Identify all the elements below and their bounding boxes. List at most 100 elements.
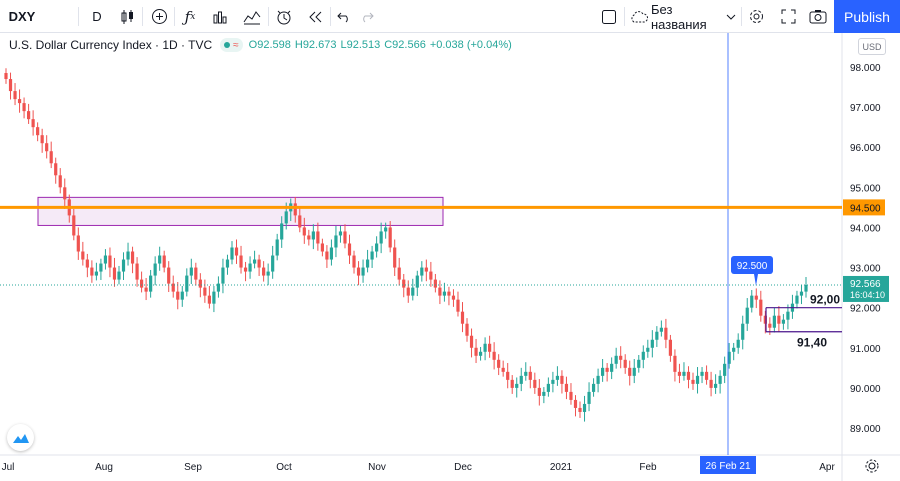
- candle-body: [130, 251, 135, 264]
- time-tick-label: Apr: [819, 462, 835, 473]
- candle-body: [804, 284, 808, 292]
- candle-body: [8, 79, 13, 92]
- time-tick-label: Jul: [2, 462, 15, 473]
- candle-body: [777, 315, 781, 324]
- candle-body: [768, 323, 772, 328]
- price-tick-label: 92.000: [850, 304, 881, 315]
- toolbar-divider: [142, 7, 143, 26]
- candle-body: [772, 315, 776, 328]
- candle-body: [126, 251, 130, 260]
- alert-chart-icon[interactable]: [240, 0, 264, 33]
- time-axis[interactable]: Jul Aug Sep Oct Nov Dec 2021 Feb Apr: [2, 462, 836, 473]
- candle-body: [352, 255, 356, 268]
- compare-add-icon[interactable]: [147, 0, 171, 33]
- candle-body: [668, 339, 673, 356]
- candle-body: [167, 267, 171, 284]
- chart-settings-icon[interactable]: [865, 459, 879, 473]
- candle-body: [420, 267, 424, 276]
- candle-body: [474, 347, 478, 356]
- candle-body: [723, 363, 727, 376]
- candle-body: [26, 111, 31, 120]
- candle-body: [704, 371, 709, 380]
- candle-body: [85, 259, 89, 268]
- candle-body: [266, 271, 270, 276]
- candle-body: [334, 235, 338, 248]
- candles-series[interactable]: [4, 68, 808, 422]
- symbol-title[interactable]: U.S. Dollar Currency Index · 1D · TVC: [9, 38, 213, 52]
- candle-body: [402, 279, 406, 288]
- candle-body: [63, 187, 67, 200]
- candle-body: [691, 379, 695, 384]
- candle-body: [569, 391, 573, 400]
- candle-body: [614, 355, 618, 364]
- candle-body: [176, 291, 180, 300]
- price-marker[interactable]: 92.500: [731, 256, 773, 286]
- gear-icon[interactable]: [744, 0, 768, 33]
- candles-icon[interactable]: [115, 0, 139, 33]
- redo-icon[interactable]: [356, 0, 378, 33]
- symbol-search[interactable]: DXY: [8, 9, 36, 24]
- price-tick-label: 95.000: [850, 183, 881, 194]
- status-dot-icon: [224, 42, 231, 48]
- tradingview-logo-icon[interactable]: [7, 424, 34, 451]
- candle-body: [307, 235, 311, 240]
- publish-button[interactable]: Publish: [834, 0, 900, 33]
- templates-icon[interactable]: [208, 0, 232, 33]
- layout-name[interactable]: Без названия: [651, 1, 707, 32]
- price-tick-label: 90.000: [850, 384, 881, 395]
- candle-body: [591, 383, 596, 392]
- candle-body: [795, 295, 799, 304]
- candle-body: [478, 351, 483, 356]
- level-label-92: 92,00: [810, 293, 840, 307]
- alarm-clock-icon[interactable]: [272, 0, 296, 33]
- candle-body: [325, 251, 329, 260]
- fullscreen-icon[interactable]: [776, 0, 800, 33]
- price-axis[interactable]: 98.000 97.000 96.000 95.000 94.000 93.000 92.0…: [850, 63, 881, 435]
- candle-body: [329, 247, 334, 260]
- time-tick-label: Dec: [454, 462, 472, 473]
- currency-button[interactable]: USD: [858, 38, 886, 55]
- candle-body: [632, 367, 636, 376]
- candle-body: [519, 375, 523, 384]
- candle-body: [121, 259, 126, 272]
- candle-body: [682, 371, 686, 376]
- candle-body: [271, 255, 275, 272]
- toolbar-divider: [330, 7, 331, 26]
- candle-body: [311, 231, 315, 240]
- market-status[interactable]: ≈: [220, 38, 243, 52]
- candle-body: [501, 367, 505, 372]
- candle-body: [686, 371, 691, 380]
- interval-button[interactable]: D: [92, 9, 102, 24]
- undo-icon[interactable]: [333, 0, 355, 33]
- replay-icon[interactable]: [303, 0, 327, 33]
- candle-body: [225, 259, 230, 268]
- candle-body: [103, 255, 108, 264]
- ohlc-high: H92.673: [294, 39, 337, 51]
- candle-body: [510, 379, 514, 388]
- candle-body: [497, 359, 501, 368]
- candle-body: [415, 275, 419, 288]
- layout-select-icon[interactable]: [598, 0, 620, 33]
- candle-body: [94, 271, 98, 276]
- last-price-label-bg: [843, 275, 889, 302]
- candle-body: [560, 375, 564, 384]
- candle-body: [135, 263, 139, 280]
- time-tick-label: Aug: [95, 462, 113, 473]
- chevron-down-icon[interactable]: [724, 0, 738, 33]
- crosshair-date-label: 26 Feb 21: [700, 456, 756, 474]
- candle-body: [524, 371, 528, 376]
- candle-body: [542, 391, 546, 396]
- camera-icon[interactable]: [806, 0, 830, 33]
- resistance-zone[interactable]: [37, 196, 444, 226]
- cloud-icon[interactable]: [628, 0, 650, 33]
- candle-body: [754, 295, 758, 300]
- price-tick-label: 93.000: [850, 264, 881, 275]
- candle-body: [252, 259, 257, 264]
- candle-body: [709, 379, 713, 388]
- candle-body: [153, 263, 157, 276]
- price-tick-label: 94.000: [850, 223, 881, 234]
